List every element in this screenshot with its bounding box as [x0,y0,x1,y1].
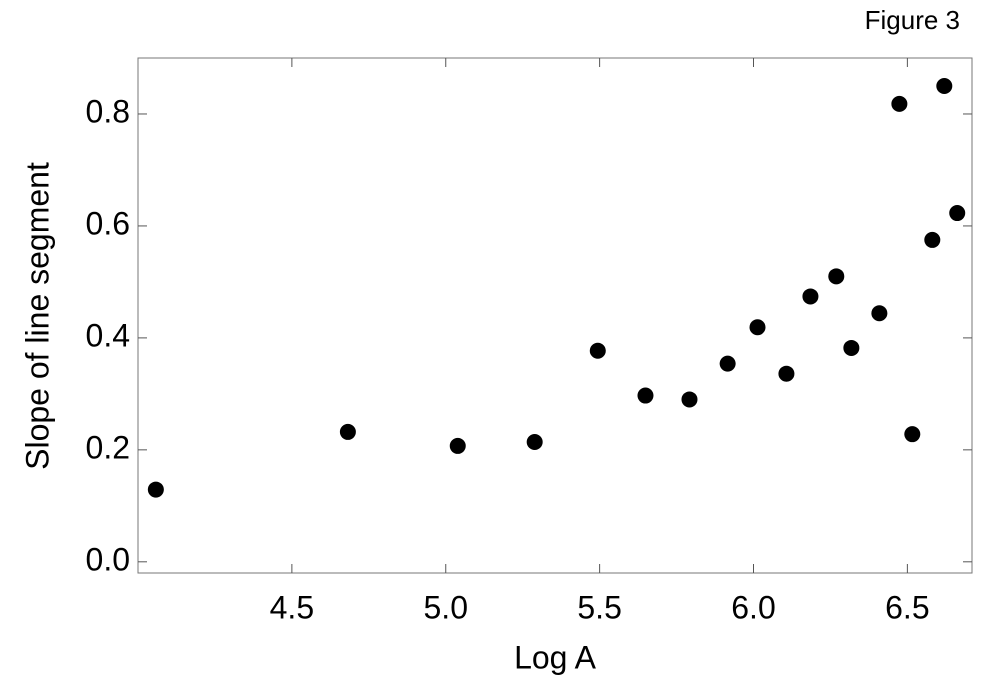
figure-label: Figure 3 [865,5,960,35]
point [802,288,819,305]
point [828,268,845,285]
x-tick-label: 6.5 [885,589,929,625]
x-tick-label: 5.5 [577,589,621,625]
x-axis-label: Log A [514,639,597,675]
point [589,342,606,359]
x-tick-label: 6.0 [731,589,775,625]
x-tick-label: 4.5 [270,589,314,625]
point [843,339,860,356]
y-tick-label: 0.6 [86,205,130,241]
y-tick-label: 0.2 [86,429,130,465]
point [749,319,766,336]
point [339,423,356,440]
point [904,426,921,443]
x-tick-label: 5.0 [424,589,468,625]
point [719,355,736,372]
point [637,387,654,404]
plot-frame [137,57,973,574]
y-axis-label: Slope of line segment [19,162,55,470]
point [778,365,795,382]
point [681,391,698,408]
y-tick-label: 0.4 [86,317,130,353]
point [891,95,908,112]
point [949,205,966,222]
point [526,434,543,451]
point [924,231,941,248]
point [871,305,888,322]
point [936,77,953,94]
y-tick-label: 0.8 [86,93,130,129]
point [147,481,164,498]
y-tick-label: 0.0 [86,541,130,577]
point [449,437,466,454]
